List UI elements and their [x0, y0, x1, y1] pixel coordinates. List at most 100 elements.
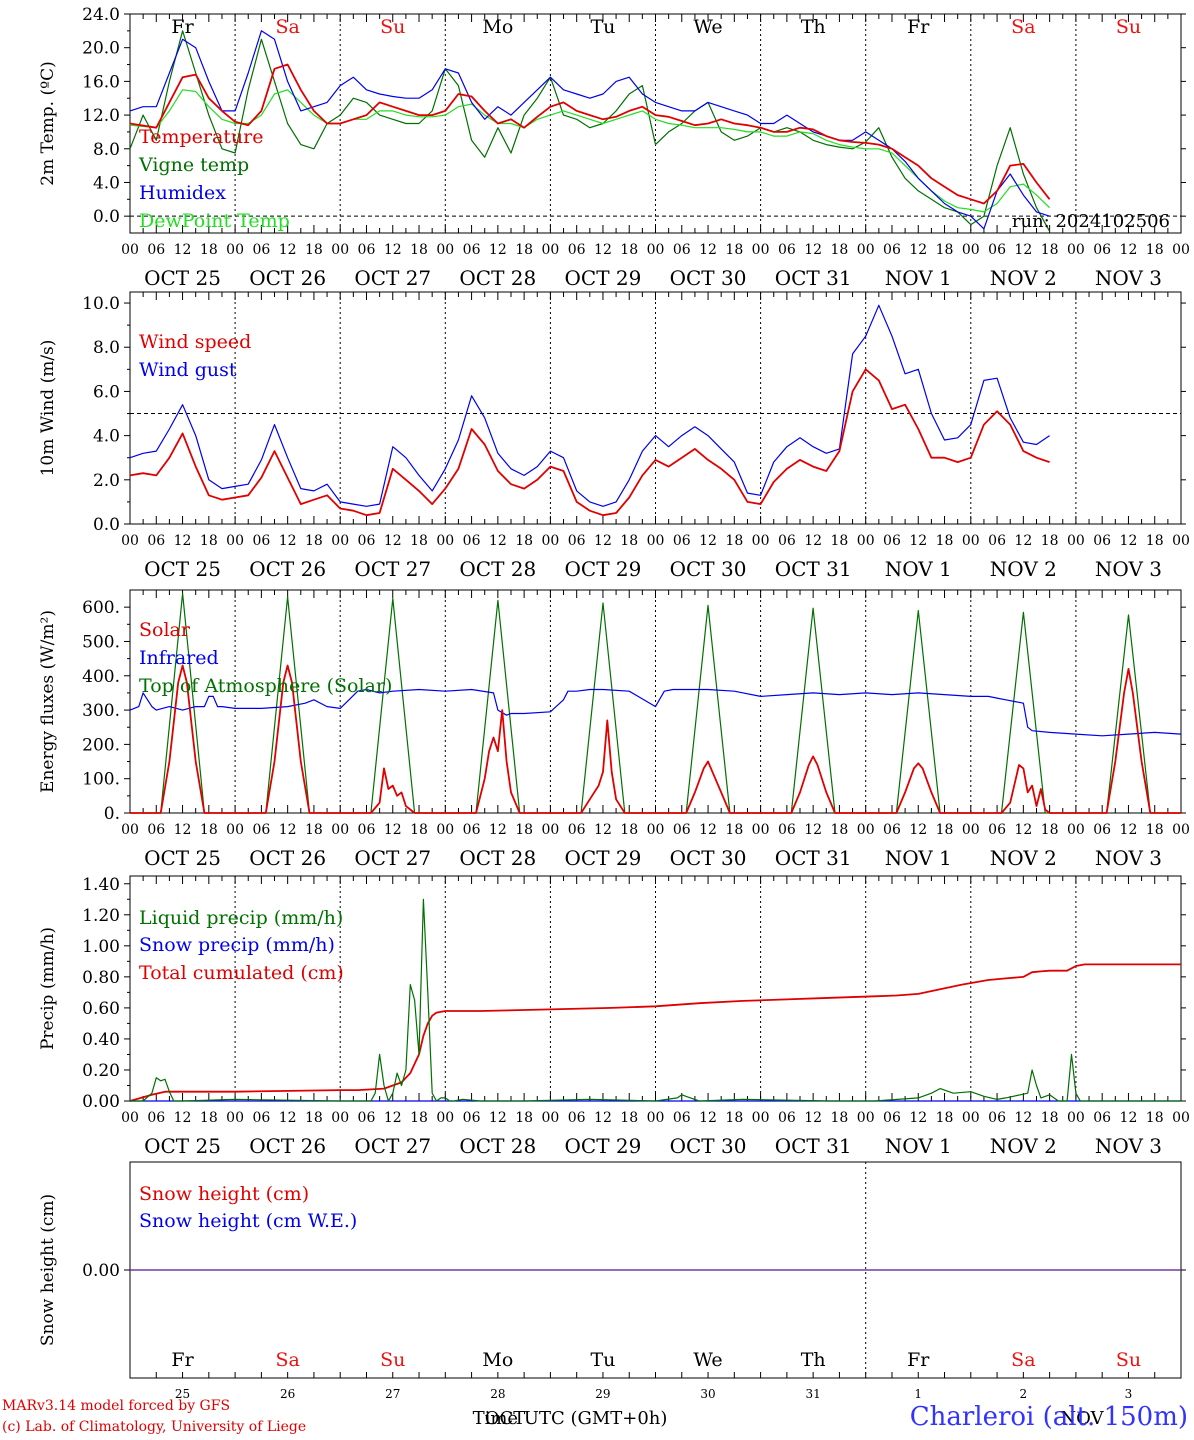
hour-tick-label: 18 [725, 822, 743, 838]
month-label-nov: NOV [1060, 1408, 1104, 1429]
hour-tick-label: 18 [410, 242, 428, 258]
series-line [130, 898, 1181, 1102]
date-label: OCT 27 [354, 1134, 431, 1158]
hour-tick-label: 18 [305, 822, 323, 838]
hour-tick-label: 18 [515, 1110, 533, 1126]
hour-tick-label: 06 [463, 822, 481, 838]
hour-tick-label: 06 [568, 822, 586, 838]
hour-tick-label: 18 [515, 822, 533, 838]
hour-tick-label: 18 [1146, 822, 1164, 838]
x-axis-label: Time UTC (GMT+0h) [473, 1408, 668, 1429]
hour-tick-label: 06 [673, 1110, 691, 1126]
date-label: OCT 30 [670, 1134, 747, 1158]
hour-tick-label: 06 [252, 533, 270, 549]
date-label: OCT 30 [670, 557, 747, 581]
hour-tick-label: 06 [778, 822, 796, 838]
date-label: OCT 26 [249, 266, 326, 290]
hour-tick-label: 18 [200, 533, 218, 549]
hour-tick-label: 12 [1014, 822, 1032, 838]
hour-tick-label: 00 [1172, 822, 1190, 838]
date-label: OCT 25 [144, 557, 221, 581]
hour-tick-label: 00 [1172, 533, 1190, 549]
hour-tick-label: 00 [226, 533, 244, 549]
date-label: OCT 26 [249, 1134, 326, 1158]
panel-2: 10.0 8.0 6.0 4.0 2.0 0.0 10m Wind (m/s) 00 06 12 1… [38, 291, 1190, 581]
y-tick-label: 100. [82, 770, 120, 790]
hour-tick-label: 00 [1067, 1110, 1085, 1126]
day-abbr-label: We [693, 1349, 722, 1371]
date-label: NOV 1 [885, 266, 952, 290]
hour-tick-label: 00 [962, 533, 980, 549]
hour-tick-label: 12 [1120, 822, 1138, 838]
hour-tick-label: 06 [147, 1110, 165, 1126]
series-line [130, 664, 1181, 814]
day-abbr-label: Fr [171, 1349, 194, 1371]
hour-tick-label: 12 [594, 533, 612, 549]
hour-tick-label: 12 [384, 242, 402, 258]
hour-tick-label: 18 [200, 822, 218, 838]
hour-tick-label: 00 [962, 242, 980, 258]
day-abbr-label: Mo [482, 1349, 513, 1371]
day-abbr-label: Tu [590, 1349, 615, 1371]
hour-tick-label: 00 [647, 822, 665, 838]
date-label: OCT 25 [144, 266, 221, 290]
legend-label: Humidex [139, 182, 226, 204]
day-number-label: 31 [806, 1387, 821, 1401]
hour-tick-label: 12 [909, 533, 927, 549]
day-abbr-label: Su [380, 16, 405, 38]
date-label: OCT 26 [249, 557, 326, 581]
y-tick-label: 1.00 [82, 937, 120, 957]
hour-tick-label: 00 [857, 533, 875, 549]
hour-tick-label: 18 [620, 242, 638, 258]
date-label: OCT 27 [354, 557, 431, 581]
hour-tick-label: 06 [358, 242, 376, 258]
hour-tick-label: 00 [541, 822, 559, 838]
hour-tick-label: 06 [883, 822, 901, 838]
y-tick-label: 0. [104, 804, 120, 824]
hour-tick-label: 18 [831, 242, 849, 258]
model-credit: MARv3.14 model forced by GFS [2, 1398, 231, 1414]
hour-tick-label: 06 [883, 533, 901, 549]
hour-tick-label: 18 [620, 1110, 638, 1126]
y-tick-label: 8.0 [93, 140, 120, 160]
hour-tick-label: 12 [279, 533, 297, 549]
hour-tick-label: 12 [804, 822, 822, 838]
hour-tick-label: 06 [1093, 822, 1111, 838]
date-label: NOV 1 [885, 557, 952, 581]
hour-tick-label: 00 [331, 1110, 349, 1126]
hour-tick-label: 06 [988, 1110, 1006, 1126]
hour-tick-label: 06 [1093, 533, 1111, 549]
y-axis-label: Precip (mm/h) [38, 927, 58, 1050]
hour-tick-label: 00 [436, 1110, 454, 1126]
hour-tick-label: 00 [331, 533, 349, 549]
day-abbr-label: Mo [482, 16, 513, 38]
hour-tick-label: 06 [988, 242, 1006, 258]
hour-tick-label: 00 [647, 533, 665, 549]
day-abbr-label: Sa [1011, 1349, 1035, 1371]
hour-tick-label: 18 [725, 1110, 743, 1126]
hour-tick-label: 18 [1041, 242, 1059, 258]
hour-tick-label: 12 [279, 1110, 297, 1126]
date-label: OCT 29 [565, 557, 642, 581]
hour-tick-label: 00 [752, 822, 770, 838]
day-abbr-label: Fr [171, 16, 194, 38]
hour-tick-label: 12 [489, 533, 507, 549]
y-tick-label: 0.0 [93, 207, 120, 227]
hour-tick-label: 06 [673, 533, 691, 549]
hour-tick-label: 12 [804, 533, 822, 549]
legend-label: Snow height (cm W.E.) [139, 1210, 357, 1232]
legend-label: Snow height (cm) [139, 1183, 309, 1205]
series-line [129, 63, 1051, 205]
legend-label: Infrared [139, 647, 219, 669]
date-label: NOV 1 [885, 846, 952, 870]
hour-tick-label: 12 [384, 533, 402, 549]
day-number-label: 26 [280, 1387, 295, 1401]
hour-tick-label: 00 [1067, 822, 1085, 838]
day-abbr-label: Fr [907, 16, 930, 38]
hour-tick-label: 12 [699, 1110, 717, 1126]
hour-tick-label: 12 [174, 533, 192, 549]
hour-tick-label: 00 [1067, 533, 1085, 549]
hour-tick-label: 00 [647, 242, 665, 258]
hour-tick-label: 06 [778, 242, 796, 258]
